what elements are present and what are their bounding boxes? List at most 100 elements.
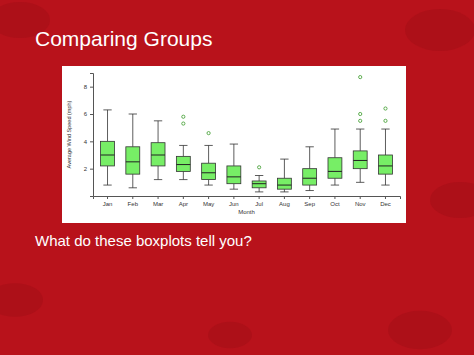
y-tick-mark	[90, 169, 93, 170]
y-axis-title: Average Wind Speed (mph)	[66, 100, 72, 168]
whisker-cap-low	[230, 189, 238, 190]
upper-whisker	[334, 129, 335, 158]
decoration	[405, 9, 474, 51]
upper-whisker	[158, 121, 159, 143]
x-tick: Feb	[128, 196, 139, 207]
outlier	[384, 107, 387, 110]
y-tick-label: 6	[84, 111, 88, 117]
decoration	[208, 322, 252, 348]
whisker-cap-high	[255, 175, 263, 176]
whisker-cap-low	[381, 185, 389, 186]
x-axis-line	[94, 197, 401, 200]
box	[101, 141, 115, 166]
lower-whisker	[284, 189, 285, 192]
x-tick-mark	[385, 196, 386, 199]
y-tick: 8	[84, 84, 93, 90]
lower-whisker	[233, 184, 234, 189]
whisker-cap-high	[331, 129, 339, 130]
x-tick-label: Dec	[380, 201, 391, 207]
x-tick-label: Nov	[355, 201, 366, 207]
outlier	[359, 119, 362, 122]
whisker-cap-high	[103, 109, 111, 110]
x-tick-mark	[284, 196, 285, 199]
whisker-cap-high	[230, 144, 238, 145]
upper-whisker	[360, 129, 361, 151]
lower-whisker	[183, 171, 184, 179]
x-tick-mark	[309, 196, 310, 199]
x-tick: Nov	[355, 196, 366, 207]
outlier	[182, 122, 185, 125]
x-tick: Mar	[153, 196, 163, 207]
whisker-cap-high	[154, 120, 162, 121]
lower-whisker	[132, 174, 133, 188]
x-tick-mark	[208, 196, 209, 199]
x-tick-label: Apr	[179, 201, 188, 207]
x-axis: Jan Feb Mar Apr May Jun Jul Aug Sep Oct Nov Dec	[94, 196, 401, 207]
y-axis: 2468	[84, 74, 94, 197]
decoration	[0, 283, 43, 317]
box	[353, 151, 367, 169]
y-tick-label: 2	[84, 166, 88, 172]
lower-whisker	[385, 174, 386, 185]
x-axis-title: Month	[238, 209, 255, 215]
whisker-cap-low	[255, 191, 263, 192]
x-tick-label: Jul	[255, 201, 263, 207]
median	[353, 160, 367, 161]
decoration	[430, 182, 474, 218]
slide: Comparing GroupsWhat do these boxplots t…	[0, 0, 474, 355]
y-axis-line	[90, 74, 94, 197]
upper-whisker	[233, 144, 234, 166]
boxplots	[101, 76, 393, 192]
whisker-cap-low	[280, 191, 288, 192]
x-tick-mark	[132, 196, 133, 199]
box	[252, 181, 266, 188]
median	[202, 172, 216, 173]
median	[277, 185, 291, 186]
y-tick: 6	[84, 111, 93, 117]
median	[303, 178, 317, 179]
box	[328, 158, 342, 179]
x-tick-mark	[259, 196, 260, 199]
y-tick-mark	[90, 114, 93, 115]
median	[379, 165, 393, 166]
lower-whisker	[309, 185, 310, 190]
decoration	[388, 311, 452, 349]
upper-whisker	[259, 176, 260, 181]
outlier	[384, 119, 387, 122]
x-tick: May	[203, 196, 214, 207]
outlier	[258, 166, 261, 169]
whisker-cap-low	[103, 185, 111, 186]
whisker-cap-high	[305, 146, 313, 147]
whisker-cap-low	[305, 190, 313, 191]
outlier	[359, 112, 362, 115]
x-tick-label: Sep	[304, 201, 315, 207]
x-tick-label: Mar	[153, 201, 163, 207]
median	[101, 155, 115, 156]
median	[176, 164, 190, 165]
x-tick: Aug	[279, 196, 290, 207]
whisker-cap-high	[356, 129, 364, 130]
box	[176, 156, 190, 171]
upper-whisker	[385, 129, 386, 155]
x-tick-label: Oct	[330, 201, 340, 207]
box	[126, 147, 140, 174]
x-tick: Jan	[103, 196, 113, 207]
x-tick: Jun	[229, 196, 239, 207]
whisker-cap-low	[129, 187, 137, 188]
outlier	[359, 76, 362, 79]
box	[277, 178, 291, 189]
x-tick: Oct	[330, 196, 340, 207]
upper-whisker	[208, 145, 209, 163]
upper-whisker	[309, 147, 310, 169]
lower-whisker	[158, 166, 159, 180]
lower-whisker	[107, 166, 108, 185]
median	[126, 161, 140, 162]
x-tick: Sep	[304, 196, 315, 207]
upper-whisker	[284, 159, 285, 178]
x-tick-label: May	[203, 201, 214, 207]
whisker-cap-low	[356, 182, 364, 183]
whisker-cap-high	[179, 145, 187, 146]
box	[227, 166, 241, 184]
box	[151, 143, 165, 166]
whisker-cap-low	[179, 179, 187, 180]
